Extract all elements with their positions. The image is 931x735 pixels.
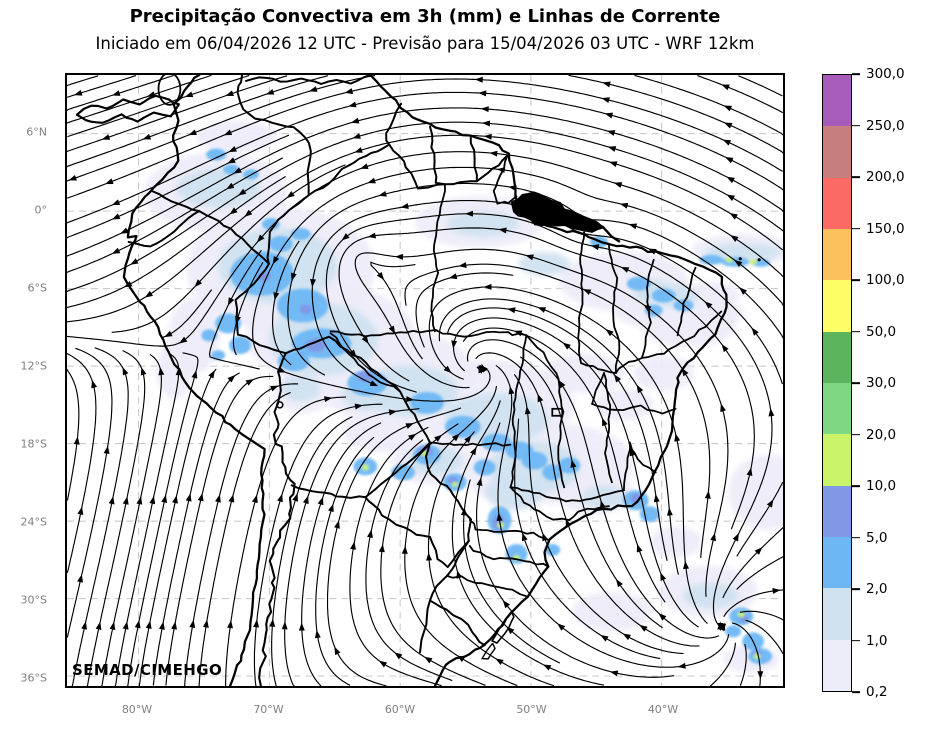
colorbar-tick: [852, 124, 860, 127]
lon-tick-label: 70°W: [253, 703, 284, 716]
colorbar-tick: [852, 330, 860, 333]
lake-titicaca: [276, 401, 284, 409]
map-canvas: [67, 75, 783, 686]
colorbar-tick-label: 20,0: [866, 426, 897, 443]
map-panel: SEMAD/CIMEHGO: [65, 73, 785, 688]
figure-subtitle: Iniciado em 06/04/2026 12 UTC - Previsão…: [95, 34, 755, 53]
df-square: [551, 407, 564, 417]
colorbar-tick-label: 250,0: [866, 117, 905, 134]
colorbar-tick-label: 150,0: [866, 220, 905, 237]
colorbar-tick-label: 50,0: [866, 323, 897, 340]
colorbar-segment: [823, 177, 851, 229]
colorbar-segment: [823, 588, 851, 640]
colorbar-tick: [852, 691, 860, 693]
lat-tick-label: 18°S: [20, 437, 47, 451]
lon-tick-label: 50°W: [516, 703, 547, 716]
colorbar-segment: [823, 126, 851, 178]
colorbar-segment: [823, 434, 851, 486]
colorbar-tick: [852, 176, 860, 178]
colorbar-tick: [852, 382, 860, 384]
colorbar-segment: [823, 331, 851, 383]
colorbar-segment: [823, 382, 851, 435]
colorbar-tick: [852, 485, 860, 487]
lat-tick-label: 36°S: [20, 671, 47, 685]
colorbar-tick-label: 300,0: [866, 66, 905, 82]
colorbar-tick: [852, 588, 860, 590]
colorbar-tick-label: 30,0: [866, 375, 897, 391]
figure-title: Precipitação Convectiva em 3h (mm) e Lin…: [129, 6, 721, 27]
colorbar-tick: [852, 73, 860, 75]
colorbar-segment: [823, 485, 851, 537]
streamlines-layer: [67, 75, 783, 686]
colorbar-segment: [823, 639, 851, 691]
lat-tick-label: 24°S: [20, 515, 47, 529]
colorbar-segment: [823, 536, 851, 589]
colorbar-tick-label: 5,0: [866, 529, 888, 546]
island-dot: [757, 258, 761, 262]
lat-tick-label: 0°: [34, 203, 48, 217]
lat-tick-label: 12°S: [20, 359, 47, 373]
colorbar-tick: [852, 279, 860, 281]
colorbar-tick-label: 10,0: [866, 478, 897, 494]
lagoa-dos-patos: [490, 611, 515, 644]
lat-tick-label: 6°N: [26, 125, 47, 139]
colorbar-tick: [852, 227, 860, 230]
colorbar-tick-label: 100,0: [866, 272, 905, 288]
colorbar-segment: [823, 228, 851, 281]
colorbar-tick-label: 1,0: [866, 632, 888, 649]
lon-tick-label: 60°W: [384, 703, 416, 716]
lon-tick-label: 40°W: [647, 703, 679, 716]
colorbar-tick: [852, 536, 860, 539]
lat-tick-label: 30°S: [20, 593, 47, 607]
watermark: SEMAD/CIMEHGO: [72, 661, 223, 679]
colorbar-tick: [852, 433, 860, 436]
lat-tick-label: 6°S: [27, 281, 47, 295]
island-dot: [738, 257, 742, 261]
colorbar-tick-label: 200,0: [866, 169, 905, 185]
colorbar-segment: [823, 75, 851, 127]
lon-tick-label: 80°W: [121, 703, 153, 716]
lake-maracaibo: [157, 75, 182, 106]
colorbar: [822, 74, 852, 692]
colorbar-tick-label: 2,0: [866, 581, 888, 597]
colorbar-tick-label: 0,2: [866, 684, 888, 700]
colorbar-segment: [823, 280, 851, 332]
colorbar-tick: [852, 639, 860, 642]
